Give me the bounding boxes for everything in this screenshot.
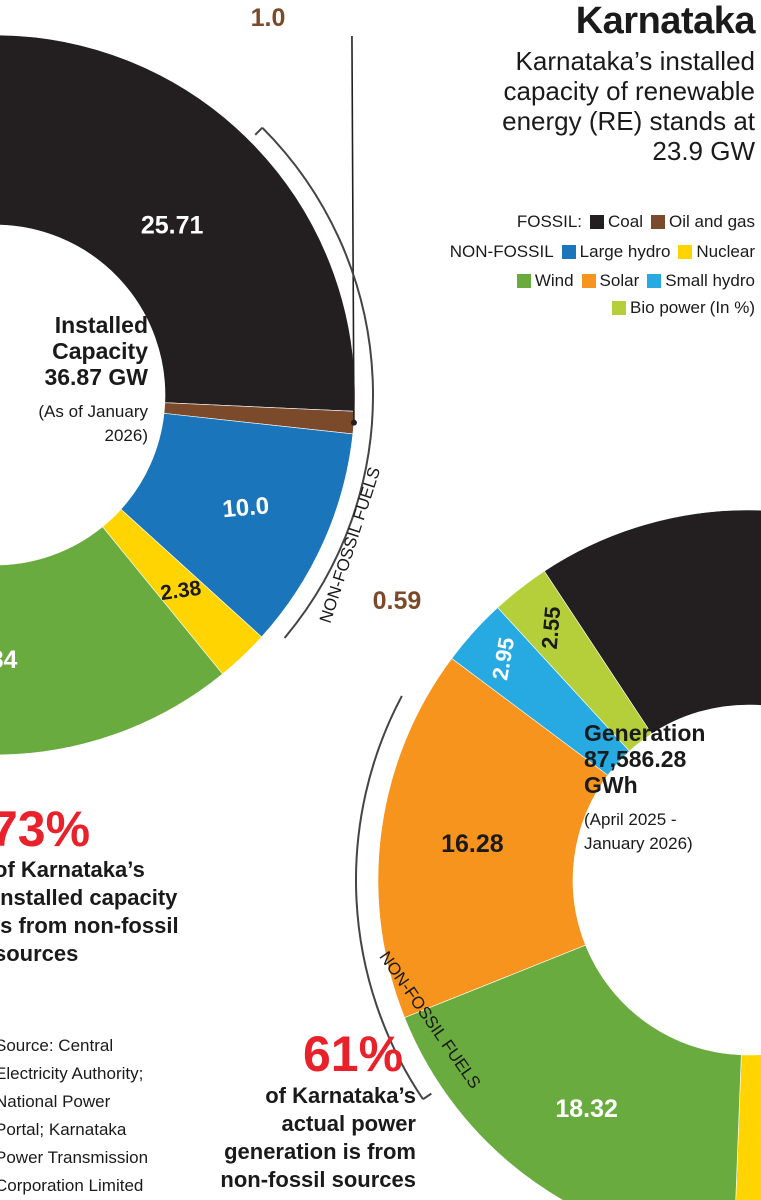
- capacity-note-line2: 2026): [104, 426, 148, 445]
- source-line1: Source: Central: [0, 1036, 114, 1055]
- legend-row-fossil: FOSSIL: Coal Oil and gas: [517, 212, 755, 232]
- generation-label-oil-and-gas: 0.59: [373, 587, 422, 615]
- capacity-label-large-hydro: 10.0: [221, 492, 270, 523]
- source-line6: Corporation Limited: [0, 1176, 144, 1195]
- legend-nuclear: Nuclear: [696, 242, 755, 261]
- capacity-donut: 25.711.010.02.3822.8429.353.485.19NON-FO…: [0, 4, 384, 756]
- capacity-label-oil-and-gas: 1.0: [251, 4, 286, 32]
- capacity-nonfossil-bracket-tick: [254, 127, 263, 136]
- page-title: Karnataka: [575, 0, 756, 42]
- legend-solar-swatch: [581, 274, 596, 288]
- generation-center-line1: Generation: [584, 720, 706, 746]
- capacity-label-wind: 22.84: [0, 646, 17, 674]
- generation-statement-line1: of Karnataka’s: [265, 1083, 416, 1108]
- legend-wind-swatch: [516, 274, 531, 288]
- capacity-slice-large-hydro: [120, 413, 354, 638]
- generation-nonfossil-bracket-tick: [422, 1092, 432, 1101]
- generation-statement-line4: non-fossil sources: [220, 1167, 416, 1192]
- generation-slice-nuclear: [735, 1054, 761, 1200]
- capacity-pct: 73%: [0, 801, 91, 857]
- legend-nuclear-swatch: [678, 245, 693, 259]
- generation-slice-coal: [543, 509, 761, 735]
- generation-statement: of Karnataka’s actual power generation i…: [180, 1082, 416, 1194]
- legend-note: (In %): [709, 298, 755, 317]
- capacity-nonfossil-bracket: [261, 127, 374, 639]
- generation-center: Generation 87,586.28 GWh (April 2025 - J…: [584, 720, 705, 856]
- legend-nonfossil-label: NON-FOSSIL: [449, 242, 554, 261]
- page-subtitle: Karnataka’s installed capacity of renewa…: [502, 46, 755, 166]
- legend-oil-swatch: [651, 215, 665, 229]
- capacity-statement: of Karnataka’s installed capacity is fro…: [0, 856, 179, 968]
- generation-pct: 61%: [303, 1026, 404, 1082]
- capacity-total: 36.87 GW: [44, 364, 148, 390]
- legend-fossil-label: FOSSIL:: [516, 212, 583, 231]
- legend-row-bio: Bio power (In %): [612, 298, 755, 318]
- capacity-center: Installed Capacity 36.87 GW (As of Janua…: [0, 312, 148, 448]
- source-line2: Electricity Authority;: [0, 1064, 144, 1083]
- legend-coal: Coal: [608, 212, 643, 231]
- legend-bio-swatch: [612, 301, 627, 315]
- legend-solar: Solar: [599, 271, 640, 290]
- capacity-label-coal: 25.71: [141, 212, 204, 240]
- capacity-statement-line1: of Karnataka’s: [0, 857, 145, 882]
- generation-label-bio-power: 2.55: [537, 605, 566, 650]
- legend-large-hydro-swatch: [561, 245, 576, 259]
- legend-bio: Bio power: [630, 298, 706, 317]
- source-line4: Portal; Karnataka: [0, 1120, 127, 1139]
- generation-note-line1: (April 2025 -: [584, 810, 677, 829]
- generation-statement-line2: actual power: [281, 1111, 416, 1136]
- source-note: Source: Central Electricity Authority; N…: [0, 1032, 148, 1200]
- legend-wind: Wind: [534, 271, 574, 290]
- legend-oil: Oil and gas: [669, 212, 755, 231]
- generation-slice-wind: [404, 944, 742, 1200]
- capacity-center-line1: Installed: [54, 312, 148, 338]
- generation-nonfossil-bracket: [355, 695, 424, 1100]
- generation-label-wind: 18.32: [555, 1095, 618, 1123]
- generation-note-line2: January 2026): [584, 834, 693, 853]
- legend-coal-swatch: [590, 215, 605, 229]
- capacity-oil-leader-dot: [350, 419, 357, 426]
- capacity-label-nuclear: 2.38: [159, 577, 203, 606]
- legend-small-hydro: Small hydro: [665, 271, 755, 290]
- legend-row-renewables: Wind Solar Small hydro: [516, 271, 755, 291]
- legend-large-hydro: Large hydro: [579, 242, 671, 261]
- capacity-statement-line3: is from non-fossil: [0, 913, 179, 938]
- source-line3: National Power: [0, 1092, 111, 1111]
- source-line5: Power Transmission: [0, 1148, 149, 1167]
- capacity-center-line2: Capacity: [52, 338, 148, 364]
- generation-total: 87,586.28: [584, 746, 687, 772]
- legend-row-nonfossil: NON-FOSSIL Large hydro Nuclear: [450, 242, 755, 262]
- generation-unit: GWh: [584, 772, 638, 798]
- capacity-statement-line2: installed capacity: [0, 885, 178, 910]
- capacity-oil-leader-line: [351, 35, 355, 423]
- generation-donut: 38.770.5915.065.4518.3216.282.952.55NON-…: [355, 509, 761, 1200]
- capacity-slice-wind: [0, 526, 223, 756]
- generation-label-solar: 16.28: [441, 830, 504, 858]
- generation-slice-bio-power: [497, 570, 653, 752]
- legend-small-hydro-swatch: [647, 274, 662, 288]
- generation-slice-solar: [377, 657, 609, 1018]
- generation-statement-line3: generation is from: [224, 1139, 416, 1164]
- capacity-statement-line4: sources: [0, 941, 79, 966]
- capacity-note-line1: (As of January: [38, 402, 148, 421]
